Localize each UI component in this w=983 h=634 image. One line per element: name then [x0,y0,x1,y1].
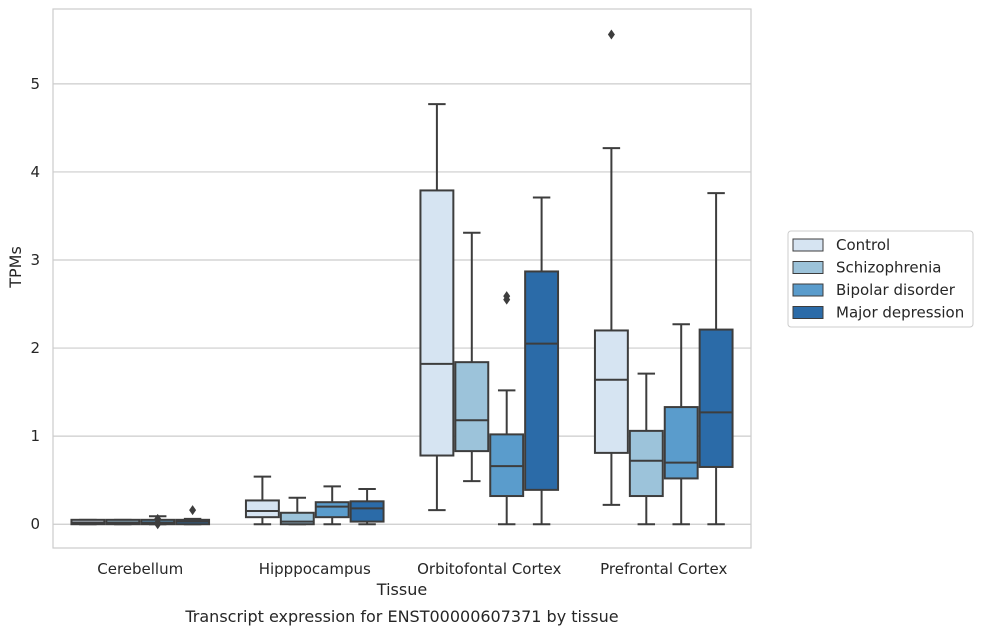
y-tick-label: 1 [30,427,40,445]
box-bipolar-disorder [489,291,525,526]
box-iqr [628,429,664,498]
legend-swatch [792,306,824,319]
box-control [593,29,629,506]
y-axis-label: TPMs [6,246,25,289]
box-iqr [593,329,629,454]
box-major-depression [524,196,560,526]
box-schizophrenia [105,518,141,526]
y-tick-label: 5 [30,75,40,93]
outlier-point [607,29,615,40]
legend: Control Schizophrenia Bipolar disorder Majo… [787,230,974,328]
x-tick-label: Cerebellum [97,560,183,578]
legend-label: Major depression [836,304,964,322]
gridlines [53,83,751,525]
x-tick-label: Hipppocampus [259,560,371,578]
legend-label: Control [836,236,890,254]
legend-swatch [792,238,824,252]
box-major-depression [175,505,211,526]
box-iqr [663,406,699,480]
box-schizophrenia [279,496,315,526]
box-iqr [419,189,455,457]
box-iqr [454,361,490,453]
box-control [419,103,455,512]
legend-swatch [792,283,824,297]
box-iqr [349,500,385,523]
y-tick-label: 4 [30,163,40,181]
box-schizophrenia [454,231,490,483]
box-major-depression [349,487,385,526]
x-tick-label: Prefrontal Cortex [600,560,727,578]
plot-frame [52,8,752,549]
y-axis: 0 1 2 3 4 5 [30,75,40,533]
y-tick-label: 2 [30,339,40,357]
box-schizophrenia [628,372,664,526]
box-iqr [698,328,734,468]
x-axis: Cerebellum Hipppocampus Orbitofontal Corte… [97,560,727,578]
legend-label: Schizophrenia [836,259,941,277]
box-iqr [244,499,280,519]
boxes [70,29,734,530]
box-control [244,475,280,526]
legend-label: Bipolar disorder [836,281,956,299]
box-major-depression [698,192,734,526]
x-axis-label: Tissue [376,580,427,599]
box-bipolar-disorder [140,513,176,530]
outlier-point [154,513,162,524]
box-bipolar-disorder [663,323,699,526]
legend-frame [787,230,974,328]
outlier-point [189,505,197,516]
outlier-point [503,291,511,302]
box-iqr [524,270,560,491]
legend-swatch [792,261,824,274]
chart-caption: Transcript expression for ENST0000060737… [184,607,618,626]
y-tick-label: 0 [30,515,40,533]
y-tick-label: 3 [30,251,40,269]
box-bipolar-disorder [314,485,350,526]
box-control [70,518,106,526]
x-tick-label: Orbitofontal Cortex [417,560,561,578]
box-iqr [314,501,350,519]
box-iqr [279,511,315,526]
